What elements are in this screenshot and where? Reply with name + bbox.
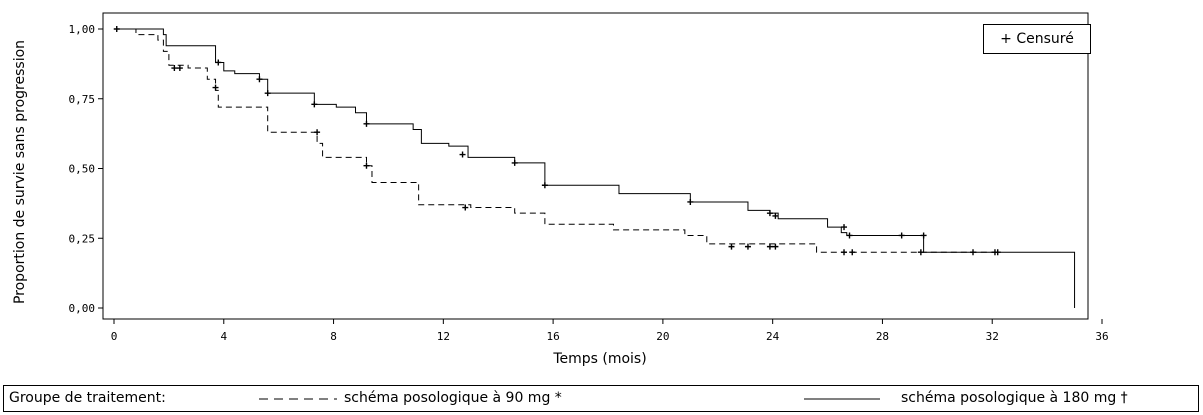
censor-mark — [687, 198, 694, 205]
series-line-180mg — [114, 28, 1076, 308]
censor-mark — [256, 76, 263, 83]
censor-mark — [264, 90, 271, 97]
censor-mark — [459, 151, 466, 158]
censor-mark — [920, 232, 927, 239]
legend-swatch-180mg — [804, 398, 880, 400]
censor-mark — [171, 65, 178, 72]
censor-mark — [846, 232, 853, 239]
censor-mark — [917, 249, 924, 256]
y-tick-label: 0,75 — [69, 93, 96, 106]
legend-group-label: Groupe de traitement: — [9, 390, 166, 406]
censor-mark — [215, 59, 222, 66]
censor-mark — [841, 249, 848, 256]
censor-mark — [541, 182, 548, 189]
censor-mark — [772, 243, 779, 250]
y-tick-label: 0,25 — [69, 232, 96, 245]
censor-mark — [462, 204, 469, 211]
legend-swatch-90mg — [259, 398, 337, 400]
censor-legend: + Censuré — [983, 24, 1091, 54]
series-line-90mg — [114, 28, 1001, 253]
censor-mark — [766, 243, 773, 250]
plot-frame — [102, 12, 1089, 320]
censor-mark — [311, 101, 318, 108]
censor-mark — [772, 212, 779, 219]
x-tick-label: 32 — [986, 330, 999, 343]
censor-mark — [212, 84, 219, 91]
x-tick-label: 12 — [437, 330, 450, 343]
censor-mark — [511, 159, 518, 166]
censor-mark — [728, 243, 735, 250]
x-tick-label: 20 — [656, 330, 669, 343]
x-tick-label: 0 — [111, 330, 118, 343]
censor-mark — [849, 249, 856, 256]
y-tick-label: 1,00 — [69, 23, 96, 36]
x-axis-ticks: 0 4 8 12 16 20 24 28 32 36 — [111, 319, 1109, 343]
x-tick-label: 4 — [220, 330, 227, 343]
y-tick-label: 0,50 — [69, 163, 96, 176]
censor-mark — [994, 249, 1001, 256]
y-tick-label: 0,00 — [69, 302, 96, 315]
x-tick-label: 8 — [330, 330, 337, 343]
x-tick-label: 28 — [876, 330, 889, 343]
y-axis-title: Proportion de survie sans progression — [12, 40, 28, 304]
y-axis-ticks: 0,00 0,25 0,50 0,75 1,00 — [69, 23, 103, 315]
legend-label-180mg: schéma posologique à 180 mg † — [901, 390, 1128, 406]
x-tick-label: 16 — [546, 330, 559, 343]
censor-mark — [898, 232, 905, 239]
censor-mark — [176, 65, 183, 72]
treatment-legend: Groupe de traitement: schéma posologique… — [3, 385, 1199, 412]
censor-mark — [766, 210, 773, 217]
censor-mark — [841, 224, 848, 231]
km-chart: 0,00 0,25 0,50 0,75 1,00 0 4 8 12 16 20 24 28 32 36 T… — [12, 12, 1109, 367]
x-tick-label: 24 — [766, 330, 780, 343]
censor-mark — [363, 162, 370, 169]
censor-mark — [113, 26, 120, 32]
x-tick-label: 36 — [1095, 330, 1108, 343]
series-layer — [113, 26, 1076, 308]
censor-mark — [363, 120, 370, 127]
censor-mark — [314, 129, 321, 136]
x-axis-title: Temps (mois) — [552, 351, 646, 367]
legend-label-90mg: schéma posologique à 90 mg * — [344, 390, 562, 406]
censor-mark — [744, 243, 751, 250]
